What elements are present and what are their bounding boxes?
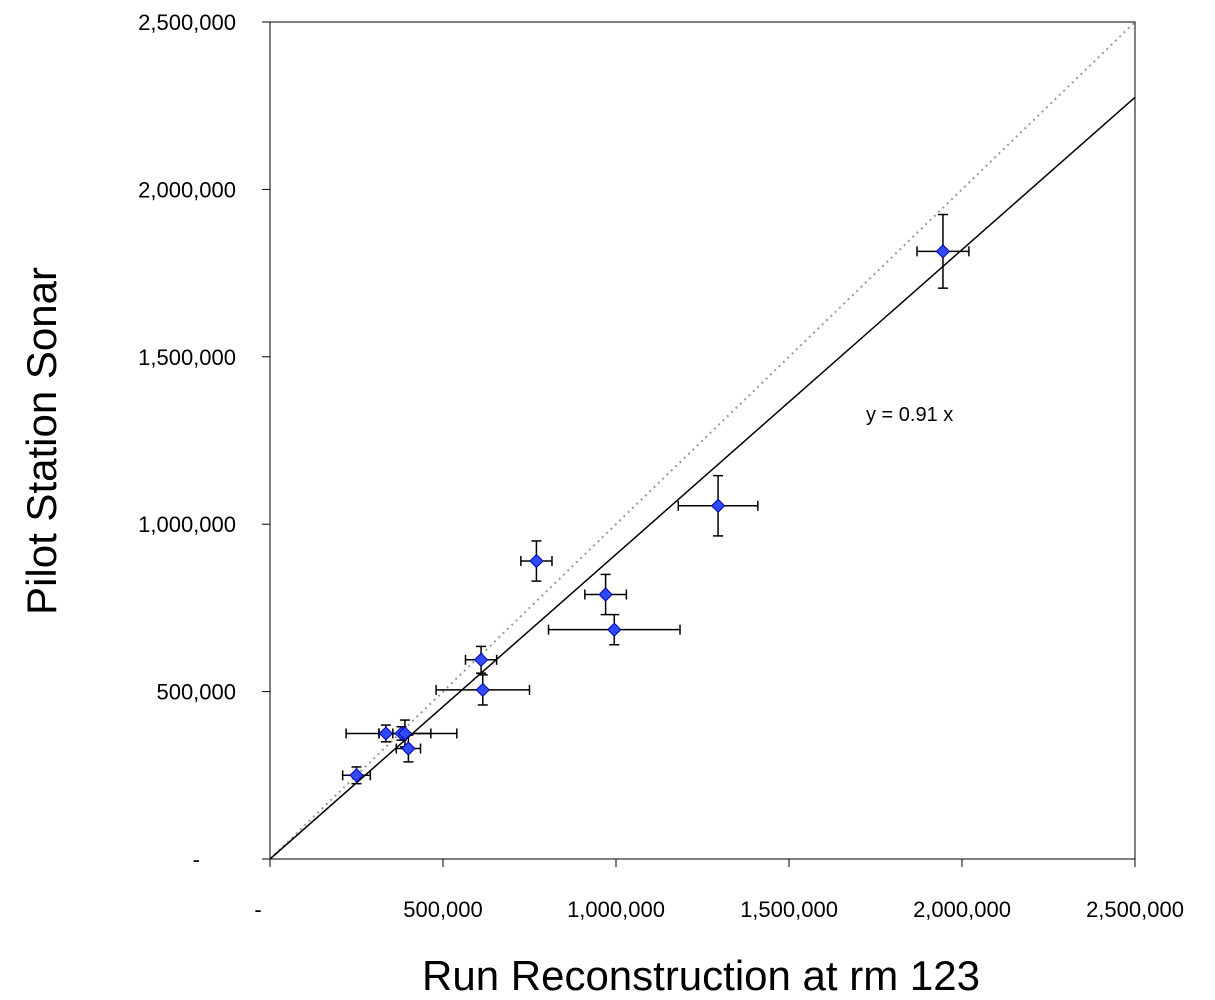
x-tick-label: 500,000 [403,897,483,922]
y-tick-label: 500,000 [156,680,236,705]
data-point [598,587,613,602]
y-axis-ticks: - 500,000 1,000,000 1,500,000 2,000,000 2,500… [138,10,270,872]
data-point [529,553,544,569]
reference-line [269,21,1136,860]
y-tick-label: 2,500,000 [138,10,236,35]
fit-line-group [269,96,1136,860]
data-point [710,498,726,513]
fit-equation-label: y = 0.91 x [866,404,953,426]
y-tick-label: 2,000,000 [138,177,236,202]
reference-line-group [269,21,1136,860]
fit-line [269,96,1136,860]
x-tick-label: 1,500,000 [740,897,838,922]
x-tick-label: 2,000,000 [913,897,1011,922]
x-axis-title: Run Reconstruction at rm 123 [422,952,980,999]
data-point [607,622,622,637]
y-axis-title: Pilot Station Sonar [18,267,65,615]
x-tick-label: 2,500,000 [1086,897,1184,922]
data-point [397,726,413,741]
y-tick-label: - [193,847,200,872]
x-tick-label: 1,000,000 [567,897,665,922]
error-bar-group [341,213,970,785]
data-point [349,768,364,783]
x-axis-ticks: - 500,000 1,000,000 1,500,000 2,000,000 2,500… [254,859,1184,922]
data-points-group [349,244,951,783]
plot-area-border [269,21,1136,860]
y-tick-label: 1,000,000 [138,512,236,537]
data-point [475,682,490,698]
data-point [401,741,416,756]
data-point [473,652,489,668]
y-tick-label: 1,500,000 [138,345,236,370]
data-point [935,244,951,259]
plot-frame-group [269,21,1136,860]
x-tick-label: - [254,897,261,922]
data-point [378,726,394,741]
